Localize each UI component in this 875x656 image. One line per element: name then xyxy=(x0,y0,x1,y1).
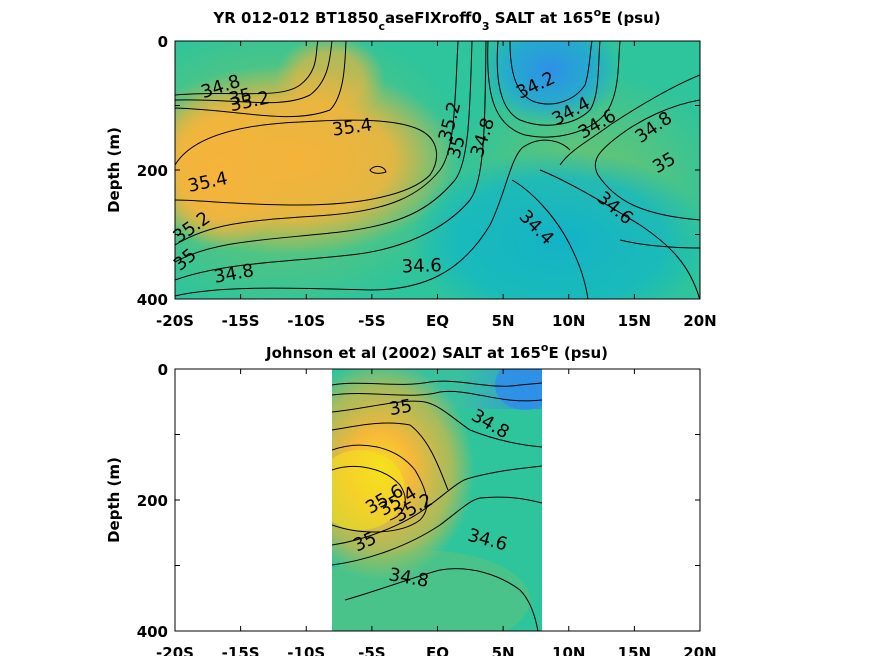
x-tick-label: -5S xyxy=(358,644,385,656)
contour-line xyxy=(559,74,700,166)
x-tick-label: 15N xyxy=(618,644,651,656)
contour-line xyxy=(594,99,700,221)
contour-line xyxy=(332,380,542,387)
x-tick-label: 20N xyxy=(683,312,716,330)
bottom-x-ticks: -20S -15S -10S -5S EQ 5N 10N 15N 20N xyxy=(156,369,717,656)
contour-line xyxy=(175,41,319,96)
x-tick-label: -10S xyxy=(287,644,325,656)
x-tick-label: -20S xyxy=(156,644,194,656)
x-tick-label: -5S xyxy=(358,312,385,330)
top-contours xyxy=(175,41,700,299)
contour-line xyxy=(332,496,542,566)
top-title: YR 012-012 BT1850caseFIXroff03 SALT at 1… xyxy=(212,6,660,33)
contour-line xyxy=(175,41,347,118)
contour-line xyxy=(487,41,621,138)
x-tick-label: 5N xyxy=(492,644,515,656)
y-tick-label: 400 xyxy=(137,291,168,309)
x-tick-label: -15S xyxy=(222,644,260,656)
x-tick-label: 10N xyxy=(552,644,585,656)
top-title-sub: c xyxy=(378,20,385,33)
x-tick-label: 10N xyxy=(552,312,585,330)
contour-label: 34.6 xyxy=(401,255,442,277)
top-x-ticks: -20S -15S -10S -5S EQ 5N 10N 15N 20N xyxy=(156,41,717,330)
contour-line xyxy=(332,390,542,402)
y-tick-label: 0 xyxy=(158,33,168,51)
x-tick-label: -10S xyxy=(287,312,325,330)
y-tick-label: 200 xyxy=(137,162,168,180)
contour-line xyxy=(332,444,428,533)
top-title-tail: SALT at 165 xyxy=(490,9,594,27)
y-tick-label: 200 xyxy=(137,492,168,510)
contour-line xyxy=(175,41,333,104)
bottom-contours xyxy=(332,380,542,631)
x-tick-label: EQ xyxy=(426,644,449,656)
contour-line xyxy=(175,41,487,281)
bottom-y-ticks: 0 200 400 xyxy=(137,361,700,641)
top-heatmap-field xyxy=(175,41,700,299)
contour-line xyxy=(344,568,539,631)
contour-line xyxy=(332,465,542,546)
y-tick-label: 400 xyxy=(137,623,168,641)
contour-line xyxy=(175,41,473,263)
top-title-main: YR 012-012 BT1850 xyxy=(212,9,378,27)
x-tick-label: 15N xyxy=(618,312,651,330)
contour-line xyxy=(496,41,601,126)
top-panel: YR 012-012 BT1850caseFIXroff03 SALT at 1… xyxy=(105,6,717,330)
y-tick-label: 0 xyxy=(158,361,168,379)
top-title-mid: aseFIXroff0 xyxy=(385,9,482,27)
top-title-sup: o xyxy=(594,6,602,19)
top-title-sub2: 3 xyxy=(482,20,490,33)
contour-line xyxy=(511,179,589,299)
contour-line xyxy=(619,239,700,249)
bottom-title-end: E (psu) xyxy=(548,344,608,362)
contour-line xyxy=(539,169,700,299)
bottom-panel: Johnson et al (2002) SALT at 165oE (psu)… xyxy=(105,341,717,656)
contour-line xyxy=(332,422,449,491)
x-tick-label: 5N xyxy=(492,312,515,330)
contour-line xyxy=(369,165,387,174)
contour-line xyxy=(175,41,459,246)
top-y-ticks: 0 200 400 xyxy=(137,33,700,309)
bottom-title-sup: o xyxy=(541,341,549,354)
bottom-title: Johnson et al (2002) SALT at 165oE (psu) xyxy=(265,341,608,362)
x-tick-label: -15S xyxy=(222,312,260,330)
bottom-y-axis-label: Depth (m) xyxy=(105,457,123,543)
contour-line xyxy=(175,139,571,297)
top-y-axis-label: Depth (m) xyxy=(105,127,123,213)
x-tick-label: 20N xyxy=(683,644,716,656)
x-tick-label: -20S xyxy=(156,312,194,330)
contour-line xyxy=(175,119,438,206)
top-title-end: E (psu) xyxy=(601,9,661,27)
contour-line xyxy=(332,466,406,521)
x-tick-label: EQ xyxy=(426,312,449,330)
contour-label: 35 xyxy=(388,395,414,420)
contour-line xyxy=(509,41,593,105)
bottom-title-main: Johnson et al (2002) SALT at 165 xyxy=(265,344,541,362)
contour-line xyxy=(332,400,542,448)
